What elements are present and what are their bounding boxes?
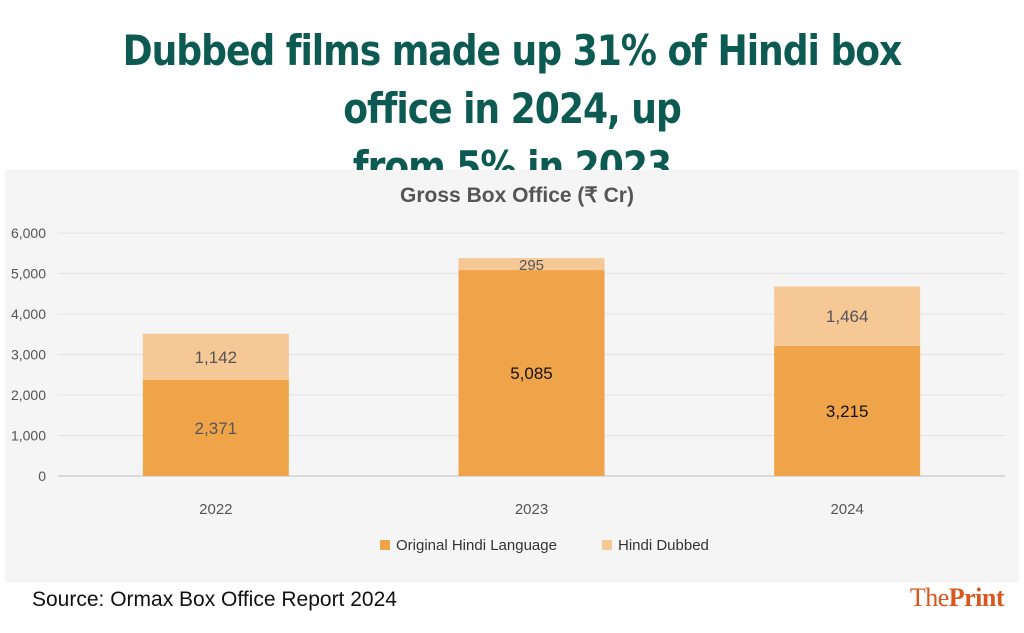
source-note: Source: Ormax Box Office Report 2024 (32, 588, 397, 611)
data-label: 5,085 (510, 364, 553, 383)
bar-original-hindi (774, 345, 921, 476)
x-tick-label: 2024 (830, 501, 863, 518)
brand-logo-part2: Print (948, 583, 1005, 612)
y-tick-label: 6,000 (11, 225, 46, 241)
bar-original-hindi (458, 270, 605, 476)
y-tick-label: 1,000 (11, 428, 46, 444)
x-tick-label: 2022 (199, 501, 232, 518)
legend-original-hindi-label: Original Hindi Language (396, 537, 557, 554)
data-label: 1,142 (195, 348, 238, 367)
brand-logo-part1: The (909, 583, 949, 612)
bar-original-hindi (142, 379, 289, 476)
data-label: 3,215 (826, 402, 869, 421)
data-label: 295 (519, 257, 544, 274)
y-tick-label: 2,000 (11, 387, 46, 403)
y-tick-label: 3,000 (11, 347, 46, 363)
data-label: 2,371 (195, 419, 238, 438)
x-tick-label: 2023 (515, 501, 548, 518)
y-tick-label: 0 (38, 468, 46, 484)
y-tick-label: 4,000 (11, 306, 46, 322)
page-title: Dubbed films made up 31% of Hindi box of… (72, 22, 953, 196)
legend-hindi-dubbed-label: Hindi Dubbed (618, 537, 709, 554)
y-tick-label: 5,000 (11, 266, 46, 282)
title-line-1: Dubbed films made up 31% of Hindi box of… (122, 26, 903, 133)
bar-hindi-dubbed (458, 258, 605, 271)
chart-title: Gross Box Office (₹ Cr) (400, 184, 634, 207)
legend-hindi-dubbed-swatch (602, 540, 612, 550)
bar-hindi-dubbed (774, 286, 921, 346)
data-label: 1,464 (826, 307, 869, 326)
brand-logo: ThePrint (909, 583, 1005, 613)
chart-panel: Gross Box Office (₹ Cr) 0 1,000 2,000 3,000 4… (5, 170, 1019, 582)
legend-original-hindi-swatch (380, 540, 390, 550)
bar-hindi-dubbed (142, 333, 289, 380)
stacked-bar-chart: Gross Box Office (₹ Cr) 0 1,000 2,000 3,000 4… (11, 184, 1005, 554)
